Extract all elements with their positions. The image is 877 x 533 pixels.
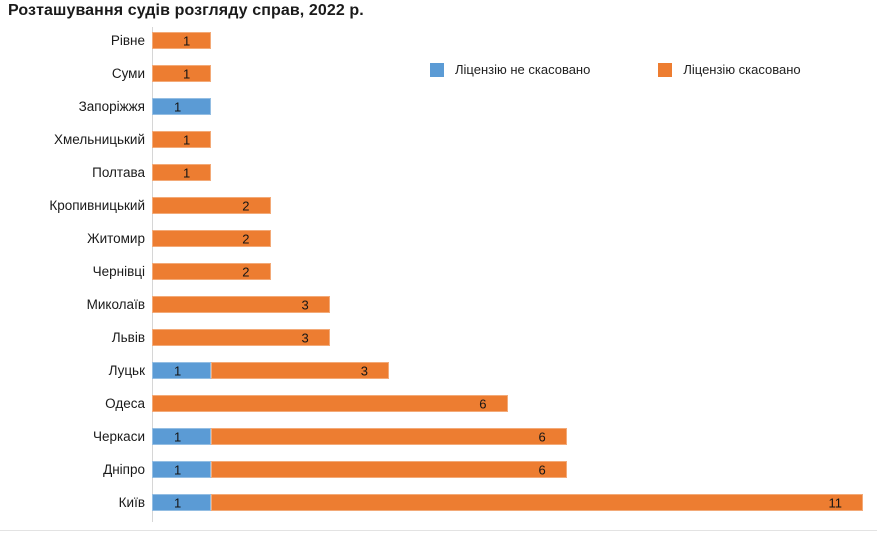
bar-segment-cancelled: 11 <box>211 494 863 511</box>
category-label: Запоріжжя <box>78 99 145 114</box>
chart-row: Хмельницький 1 <box>0 123 877 156</box>
bar-segment-cancelled: 3 <box>211 362 389 379</box>
bar-track: 2 <box>152 263 877 280</box>
bar-value-label: 1 <box>183 165 191 180</box>
category-label: Хмельницький <box>53 132 145 147</box>
bar-value-label: 1 <box>174 429 182 444</box>
chart-title: Розташування судів розгляду справ, 2022 … <box>8 2 364 19</box>
bar-value-label: 6 <box>538 462 546 477</box>
bar-segment-cancelled: 1 <box>152 32 212 49</box>
category-label: Полтава <box>92 165 145 180</box>
category-label: Чернівці <box>92 264 145 279</box>
bar-segment-cancelled: 2 <box>152 230 271 247</box>
bar-value-label: 6 <box>479 396 487 411</box>
bar-value-label: 3 <box>360 363 368 378</box>
bar-segment-not-cancelled: 1 <box>152 461 212 478</box>
bar-track: 3 <box>152 329 877 346</box>
bar-segment-not-cancelled: 1 <box>152 98 212 115</box>
bar-value-label: 1 <box>183 132 191 147</box>
bar-value-label: 1 <box>174 495 182 510</box>
category-label: Черкаси <box>92 429 145 444</box>
legend-swatch-icon <box>430 62 444 77</box>
bar-segment-cancelled: 6 <box>211 461 567 478</box>
chart-row: Суми 1 <box>0 57 877 90</box>
bar-segment-cancelled: 6 <box>211 428 567 445</box>
bar-value-label: 3 <box>301 297 309 312</box>
bar-segment-cancelled: 1 <box>152 131 212 148</box>
category-label: Львів <box>111 330 145 345</box>
chart-row: Запоріжжя 1 <box>0 90 877 123</box>
category-label: Житомир <box>87 231 145 246</box>
bar-track: 3 <box>152 296 877 313</box>
chart-row: Черкаси 1 6 <box>0 420 877 453</box>
bar-segment-cancelled: 3 <box>152 296 330 313</box>
category-label: Суми <box>111 66 145 81</box>
bar-track: 6 <box>152 395 877 412</box>
bar-segment-cancelled: 2 <box>152 263 271 280</box>
bar-value-label: 2 <box>242 198 250 213</box>
bar-segment-cancelled: 1 <box>152 65 212 82</box>
chart-row: Рівне 1 <box>0 24 877 57</box>
chart-row: Чернівці 2 <box>0 255 877 288</box>
chart-row: Дніпро 1 6 <box>0 453 877 486</box>
bar-value-label: 1 <box>174 363 182 378</box>
category-label: Одеса <box>105 396 145 411</box>
category-label: Київ <box>118 495 145 510</box>
bar-segment-cancelled: 1 <box>152 164 212 181</box>
bar-value-label: 11 <box>828 495 843 510</box>
chart-row: Полтава 1 <box>0 156 877 189</box>
chart-row: Київ 1 11 <box>0 486 877 519</box>
bar-value-label: 1 <box>174 462 182 477</box>
bar-segment-not-cancelled: 1 <box>152 494 212 511</box>
category-label: Дніпро <box>103 462 145 477</box>
bar-segment-not-cancelled: 1 <box>152 428 212 445</box>
bars-area: Рівне 1 Суми 1 Запоріжжя 1 Хмельницький 1 Полтав… <box>0 24 877 519</box>
bar-track: 1 11 <box>152 494 877 511</box>
bar-value-label: 2 <box>242 231 250 246</box>
legend-item-1: Ліцензію скасовано <box>658 62 801 77</box>
bar-value-label: 1 <box>174 99 182 114</box>
legend-label: Ліцензію скасовано <box>683 62 801 77</box>
bottom-border-line <box>0 530 877 531</box>
bar-track: 1 <box>152 164 877 181</box>
bar-track: 1 <box>152 98 877 115</box>
bar-track: 2 <box>152 230 877 247</box>
chart-row: Житомир 2 <box>0 222 877 255</box>
bar-segment-cancelled: 2 <box>152 197 271 214</box>
bar-value-label: 2 <box>242 264 250 279</box>
bar-value-label: 1 <box>183 66 191 81</box>
category-label: Кропивницький <box>49 198 145 213</box>
category-label: Луцьк <box>108 363 145 378</box>
bar-value-label: 3 <box>301 330 309 345</box>
bar-track: 1 <box>152 32 877 49</box>
bar-value-label: 1 <box>183 33 191 48</box>
bar-track: 1 <box>152 131 877 148</box>
category-label: Рівне <box>110 33 145 48</box>
bar-value-label: 6 <box>538 429 546 444</box>
legend-item-0: Ліцензію не скасовано <box>430 62 590 77</box>
chart-row: Миколаїв 3 <box>0 288 877 321</box>
legend-swatch-icon <box>658 62 673 77</box>
bar-segment-not-cancelled: 1 <box>152 362 212 379</box>
category-label: Миколаїв <box>86 297 145 312</box>
chart-legend: Ліцензію не скасовано Ліцензію скасовано <box>430 62 801 77</box>
chart-row: Одеса 6 <box>0 387 877 420</box>
chart-row: Кропивницький 2 <box>0 189 877 222</box>
chart-row: Львів 3 <box>0 321 877 354</box>
bar-segment-cancelled: 6 <box>152 395 508 412</box>
bar-segment-cancelled: 3 <box>152 329 330 346</box>
chart-row: Луцьк 1 3 <box>0 354 877 387</box>
bar-track: 1 <box>152 65 877 82</box>
legend-label: Ліцензію не скасовано <box>455 62 591 77</box>
bar-track: 2 <box>152 197 877 214</box>
